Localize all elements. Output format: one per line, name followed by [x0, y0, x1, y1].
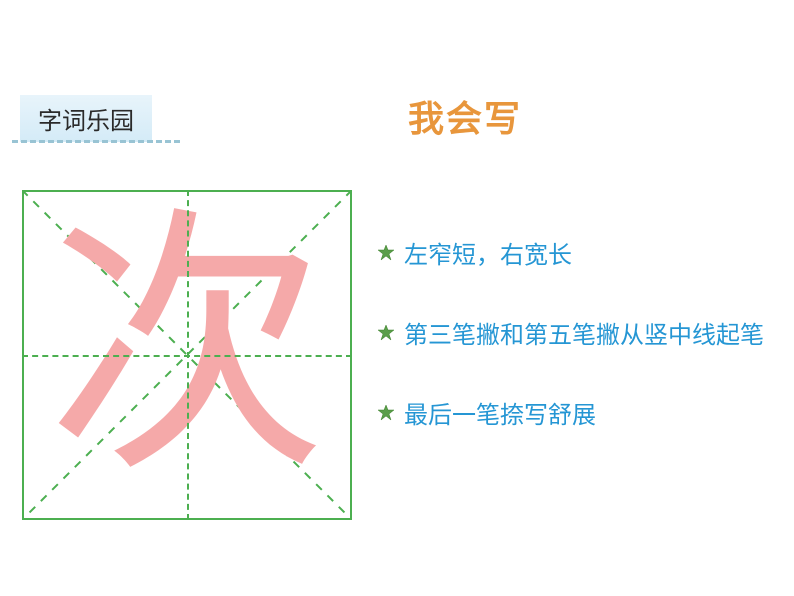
section-underline	[12, 140, 180, 143]
tip-text: 最后一笔捺写舒展	[404, 398, 596, 434]
bullet-star-icon	[378, 325, 394, 341]
tip-text: 左窄短，右宽长	[404, 238, 572, 274]
tip-item: 最后一笔捺写舒展	[378, 398, 778, 434]
tip-text: 第三笔撇和第五笔撇从竖中线起笔	[404, 318, 764, 354]
page-title: 我会写	[408, 90, 522, 142]
bullet-star-icon	[378, 405, 394, 421]
character-grid: 次	[22, 190, 352, 520]
tip-item: 左窄短，右宽长	[378, 238, 778, 274]
grid-border	[22, 190, 352, 520]
tip-item: 第三笔撇和第五笔撇从竖中线起笔	[378, 318, 778, 354]
bullet-star-icon	[378, 245, 394, 261]
section-label: 字词乐园	[20, 95, 152, 142]
tips-list: 左窄短，右宽长 第三笔撇和第五笔撇从竖中线起笔 最后一笔捺写舒展	[378, 238, 778, 478]
